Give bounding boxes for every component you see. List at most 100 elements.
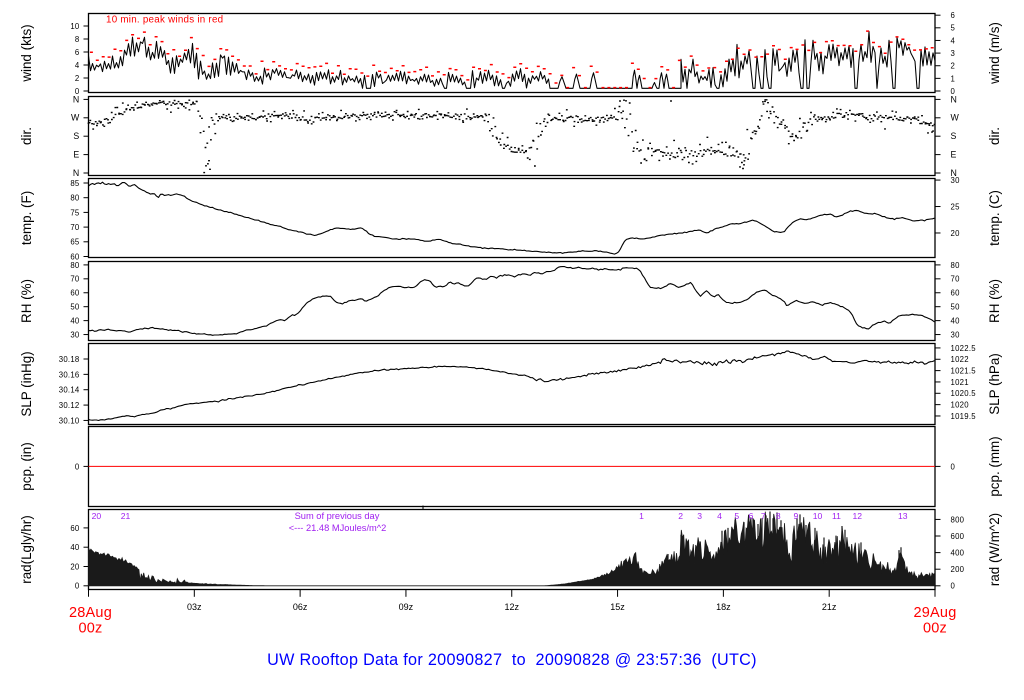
- svg-text:30.18: 30.18: [59, 355, 80, 364]
- svg-text:0: 0: [75, 582, 80, 591]
- svg-text:80: 80: [70, 261, 80, 270]
- svg-text:85: 85: [70, 179, 80, 188]
- svg-text:00z: 00z: [923, 621, 947, 637]
- svg-text:N: N: [951, 168, 958, 178]
- svg-text:3: 3: [951, 49, 956, 58]
- svg-text:6: 6: [951, 11, 956, 20]
- svg-text:2: 2: [75, 74, 80, 83]
- svg-text:30.14: 30.14: [59, 386, 80, 395]
- svg-text:28Aug: 28Aug: [69, 605, 112, 621]
- svg-text:0: 0: [951, 87, 956, 96]
- svg-text:13: 13: [898, 511, 908, 521]
- svg-text:5: 5: [951, 24, 956, 33]
- svg-text:60: 60: [70, 289, 80, 298]
- svg-text:1022.5: 1022.5: [951, 344, 977, 353]
- svg-text:rad (W/m^2): rad (W/m^2): [987, 513, 1002, 586]
- svg-text:200: 200: [951, 565, 965, 574]
- svg-text:0: 0: [75, 462, 80, 471]
- svg-text:400: 400: [951, 549, 965, 558]
- svg-text:temp. (F): temp. (F): [19, 191, 34, 245]
- svg-text:3: 3: [697, 511, 702, 521]
- svg-text:12z: 12z: [504, 602, 519, 612]
- svg-text:4: 4: [717, 511, 722, 521]
- svg-text:temp. (C): temp. (C): [987, 190, 1002, 246]
- svg-text:11: 11: [832, 511, 841, 521]
- svg-text:21: 21: [121, 511, 131, 521]
- svg-text:RH (%): RH (%): [19, 279, 34, 323]
- svg-text:09z: 09z: [399, 602, 414, 612]
- svg-text:1019.5: 1019.5: [951, 412, 977, 421]
- svg-text:10 min. peak winds in red: 10 min. peak winds in red: [106, 15, 223, 26]
- svg-text:60: 60: [70, 252, 80, 261]
- svg-text:E: E: [951, 150, 957, 160]
- svg-text:30.10: 30.10: [59, 416, 80, 425]
- svg-text:W: W: [71, 113, 80, 123]
- svg-text:1020.5: 1020.5: [951, 389, 977, 398]
- svg-text:40: 40: [951, 317, 961, 326]
- svg-text:20: 20: [951, 229, 961, 238]
- svg-text:SLP (inHg): SLP (inHg): [19, 351, 34, 416]
- svg-text:1020: 1020: [951, 401, 970, 410]
- svg-text:E: E: [73, 150, 79, 160]
- svg-text:60: 60: [70, 524, 80, 533]
- svg-text:40: 40: [70, 317, 80, 326]
- svg-text:21z: 21z: [822, 602, 837, 612]
- svg-text:N: N: [73, 168, 80, 178]
- svg-text:2: 2: [951, 62, 956, 71]
- svg-text:0: 0: [951, 462, 956, 471]
- svg-text:25: 25: [951, 202, 961, 211]
- svg-text:70: 70: [70, 275, 80, 284]
- svg-text:29Aug: 29Aug: [914, 605, 957, 621]
- svg-text:15z: 15z: [610, 602, 625, 612]
- svg-text:30: 30: [951, 330, 961, 339]
- svg-text:30.16: 30.16: [59, 370, 80, 379]
- svg-text:RH (%): RH (%): [987, 279, 1002, 323]
- svg-text:60: 60: [951, 289, 961, 298]
- svg-text:dir.: dir.: [19, 127, 34, 145]
- svg-text:06z: 06z: [293, 602, 308, 612]
- svg-text:50: 50: [951, 303, 961, 312]
- svg-text:8: 8: [75, 35, 80, 44]
- svg-text:40: 40: [70, 543, 80, 552]
- svg-text:30.12: 30.12: [59, 401, 80, 410]
- svg-text:dir.: dir.: [987, 127, 1002, 145]
- svg-text:pcp. (in): pcp. (in): [19, 442, 34, 490]
- svg-text:75: 75: [70, 208, 80, 217]
- svg-text:S: S: [73, 131, 79, 141]
- svg-text:1: 1: [639, 511, 644, 521]
- svg-text:8: 8: [776, 511, 781, 521]
- svg-text:0: 0: [951, 582, 956, 591]
- svg-text:800: 800: [951, 515, 965, 524]
- svg-text:wind (kts): wind (kts): [19, 24, 34, 82]
- svg-text:1021: 1021: [951, 378, 969, 387]
- svg-text:80: 80: [70, 194, 80, 203]
- svg-text:<--- 21.48 MJoules/m^2: <--- 21.48 MJoules/m^2: [289, 523, 387, 533]
- svg-text:30: 30: [70, 330, 80, 339]
- svg-text:UW Rooftop Data for 20090827: UW Rooftop Data for 20090827 to 20090828…: [267, 651, 757, 669]
- svg-text:wind (m/s): wind (m/s): [987, 22, 1002, 85]
- svg-text:50: 50: [70, 303, 80, 312]
- svg-text:70: 70: [951, 275, 961, 284]
- svg-text:80: 80: [951, 261, 961, 270]
- svg-text:9: 9: [794, 511, 799, 521]
- svg-text:6: 6: [75, 48, 80, 57]
- svg-text:10: 10: [813, 511, 823, 521]
- svg-text:4: 4: [75, 61, 80, 70]
- svg-text:pcp. (mm): pcp. (mm): [987, 436, 1002, 496]
- svg-text:03z: 03z: [187, 602, 202, 612]
- svg-text:70: 70: [70, 223, 80, 232]
- svg-text:12: 12: [853, 511, 863, 521]
- svg-text:N: N: [73, 94, 80, 104]
- svg-text:600: 600: [951, 532, 965, 541]
- svg-text:rad(Lgly/hr): rad(Lgly/hr): [19, 515, 34, 583]
- svg-text:6: 6: [749, 511, 754, 521]
- svg-text:0: 0: [75, 87, 80, 96]
- svg-text:SLP (hPa): SLP (hPa): [987, 353, 1002, 415]
- svg-text:S: S: [951, 131, 957, 141]
- svg-text:1022: 1022: [951, 355, 969, 364]
- svg-text:30: 30: [951, 176, 961, 185]
- svg-text:4: 4: [951, 36, 956, 45]
- svg-text:20: 20: [92, 511, 102, 521]
- svg-text:1: 1: [951, 74, 956, 83]
- svg-text:10: 10: [70, 22, 80, 31]
